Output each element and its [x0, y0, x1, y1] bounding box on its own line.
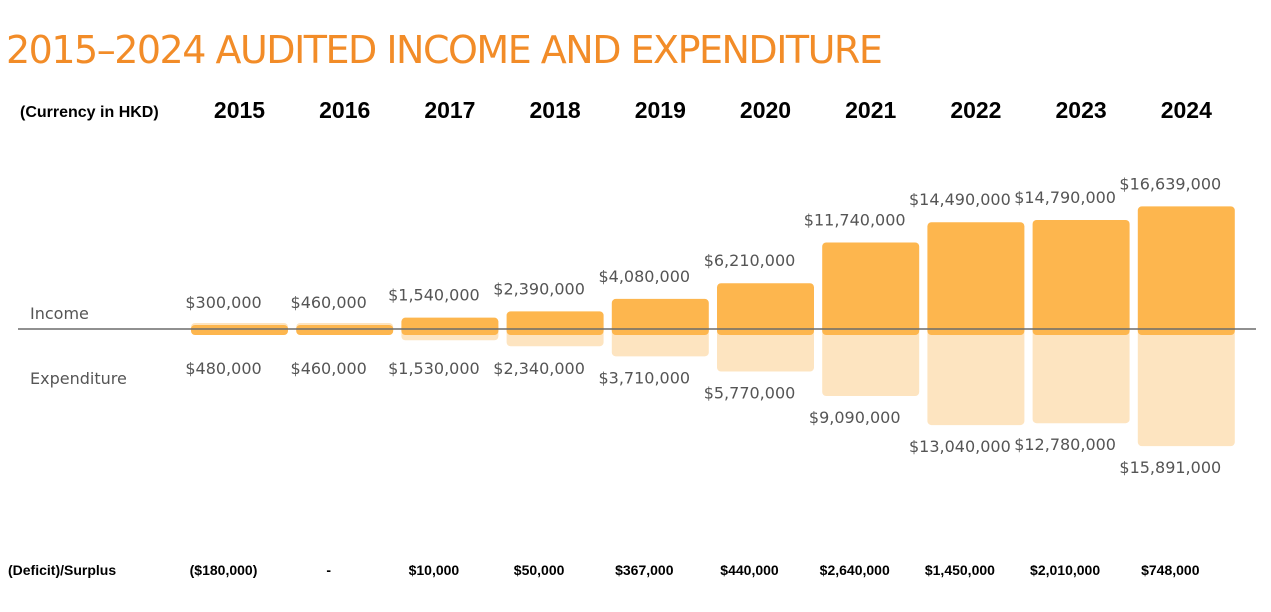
surplus-label-2020: $440,000 [720, 562, 779, 578]
expenditure-label-2021: $9,090,000 [809, 408, 901, 427]
year-header-2019: 2019 [635, 97, 686, 123]
income-bar-2020 [717, 283, 814, 335]
surplus-label-2015: ($180,000) [190, 562, 258, 578]
income-label-2023: $14,790,000 [1014, 188, 1116, 207]
surplus-label-2023: $2,010,000 [1030, 562, 1100, 578]
year-header-2021: 2021 [845, 97, 896, 123]
income-bar-2023 [1032, 219, 1130, 335]
income-label-2017: $1,540,000 [388, 286, 480, 305]
year-headers: 2015 2016 2017 2018 2019 2020 2021 2022 2023 2024 [214, 97, 1212, 123]
expenditure-label-2015: $480,000 [185, 359, 261, 378]
expenditure-bar-2022 [927, 323, 1025, 426]
year-header-2023: 2023 [1056, 97, 1107, 123]
income-bar-2022 [927, 222, 1025, 335]
surplus-label-2021: $2,640,000 [820, 562, 890, 578]
income-bar-2015 [191, 325, 288, 335]
surplus-label-2024: $748,000 [1141, 562, 1200, 578]
income-bar-2017 [401, 317, 499, 335]
income-bar-2019 [611, 298, 709, 335]
income-label-2015: $300,000 [185, 293, 261, 312]
surplus-label-2022: $1,450,000 [925, 562, 995, 578]
expenditure-label-2016: $460,000 [291, 359, 367, 378]
expenditure-label-2018: $2,340,000 [493, 359, 585, 378]
income-label-2022: $14,490,000 [909, 190, 1011, 209]
expenditure-bar-2021 [822, 323, 920, 396]
income-label-2018: $2,390,000 [493, 279, 585, 298]
surplus-label-2018: $50,000 [514, 562, 565, 578]
income-bar-2018 [506, 311, 604, 335]
year-header-2018: 2018 [530, 97, 581, 123]
surplus-row-label: (Deficit)/Surplus [8, 562, 116, 578]
income-row-label: Income [30, 304, 89, 323]
income-label-2016: $460,000 [291, 293, 367, 312]
year-header-2017: 2017 [424, 97, 475, 123]
expenditure-label-2017: $1,530,000 [388, 359, 480, 378]
page-title: 2015–2024 AUDITED INCOME AND EXPENDITURE [6, 28, 883, 72]
expenditure-label-2024: $15,891,000 [1119, 458, 1221, 477]
income-bars [191, 206, 1235, 335]
expenditure-bar-2020 [717, 323, 814, 372]
income-label-2020: $6,210,000 [704, 251, 796, 270]
surplus-label-2017: $10,000 [409, 562, 460, 578]
expenditure-row-label: Expenditure [30, 369, 127, 388]
year-header-2020: 2020 [740, 97, 791, 123]
income-bar-2024 [1137, 206, 1235, 335]
expenditure-label-2022: $13,040,000 [909, 437, 1011, 456]
year-header-2016: 2016 [319, 97, 370, 123]
currency-label: (Currency in HKD) [20, 104, 159, 121]
surplus-labels: ($180,000) - $10,000 $50,000 $367,000 $440,00… [190, 562, 1200, 578]
year-header-2022: 2022 [950, 97, 1001, 123]
income-label-2021: $11,740,000 [804, 210, 906, 229]
expenditure-label-2019: $3,710,000 [598, 368, 690, 387]
surplus-label-2016: - [326, 562, 331, 578]
value-labels: $300,000 $480,000 $460,000 $460,000 $1,540,0… [185, 174, 1221, 477]
year-header-2024: 2024 [1161, 97, 1212, 123]
expenditure-bar-2024 [1137, 323, 1235, 447]
expenditure-label-2023: $12,780,000 [1014, 435, 1116, 454]
surplus-label-2019: $367,000 [615, 562, 674, 578]
expenditure-bar-2023 [1032, 323, 1130, 424]
expenditure-label-2020: $5,770,000 [704, 384, 796, 403]
year-header-2015: 2015 [214, 97, 265, 123]
income-bar-2021 [822, 242, 920, 335]
income-bar-2016 [296, 325, 394, 335]
income-label-2024: $16,639,000 [1119, 174, 1221, 193]
income-label-2019: $4,080,000 [598, 267, 690, 286]
